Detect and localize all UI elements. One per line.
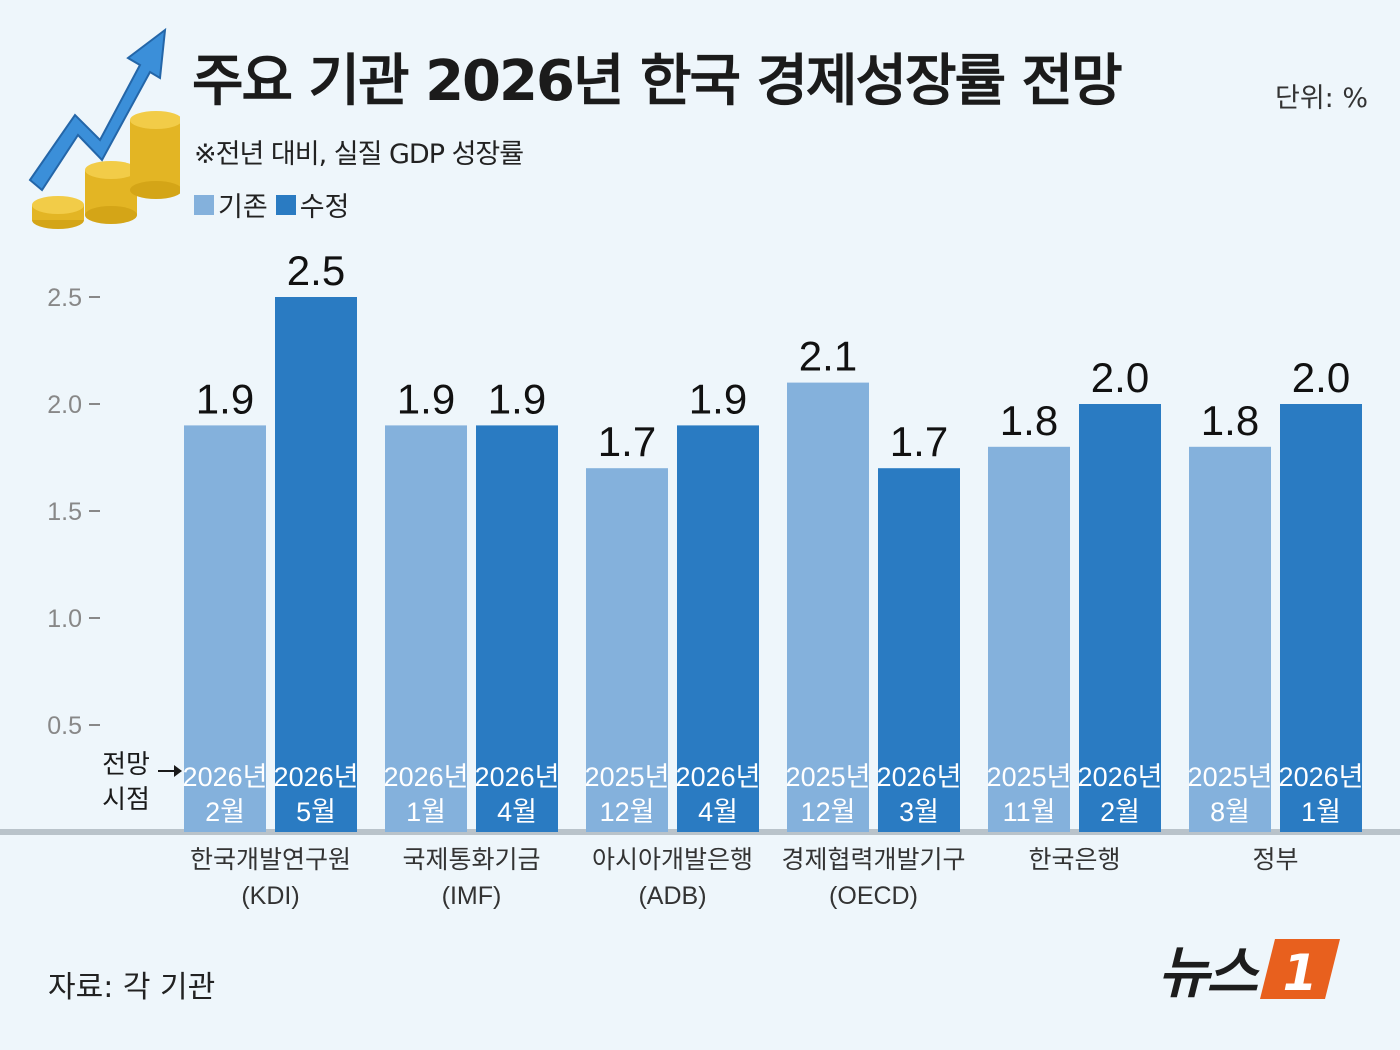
legend-item-existing: 기존 (194, 185, 268, 224)
bar-date-month: 4월 (698, 797, 738, 827)
legend: 기존 수정 (194, 185, 357, 224)
y-tick-label: 1.0 (47, 605, 82, 633)
data-label: 1.9 (689, 375, 747, 422)
news1-logo: 뉴스 1 (1158, 928, 1345, 1009)
bar-date-year: 2026년 (274, 762, 359, 792)
bar (677, 425, 759, 832)
bar-date-month: 2월 (205, 797, 245, 827)
bar (1280, 404, 1362, 832)
bar-date-month: 12월 (600, 797, 655, 827)
bar-date-month: 2월 (1100, 797, 1140, 827)
bar-date-month: 11월 (1003, 797, 1056, 827)
category-label: 한국은행 (1028, 846, 1120, 874)
bar-date-month: 3월 (899, 797, 939, 827)
category-label: 국제통화기금 (402, 846, 540, 874)
y-tick-label: 2.5 (47, 284, 82, 312)
category-label: 정부 (1252, 846, 1298, 874)
y-tick-label: 0.5 (47, 712, 82, 740)
bar (275, 297, 357, 832)
bar-date-month: 1월 (1301, 797, 1341, 827)
data-label: 1.9 (488, 375, 546, 422)
category-abbr: (IMF) (442, 882, 502, 910)
bar (476, 425, 558, 832)
data-label: 2.0 (1292, 354, 1350, 401)
point-arrow-head (174, 765, 182, 777)
y-tick-label: 1.5 (47, 498, 82, 526)
bar (385, 425, 467, 832)
bar-date-year: 2026년 (877, 762, 962, 792)
page-title: 주요 기관 2026년 한국 경제성장률 전망 (192, 49, 1123, 114)
unit-label: 단위: % (1274, 83, 1368, 114)
category-abbr: (OECD) (829, 882, 918, 910)
bar-date-year: 2026년 (183, 762, 268, 792)
bar-date-year: 2025년 (987, 762, 1072, 792)
point-label-line1: 전망 (102, 749, 150, 779)
bar (1079, 404, 1161, 832)
bar-date-year: 2026년 (384, 762, 469, 792)
data-label: 1.8 (1201, 397, 1259, 444)
bar (787, 382, 869, 832)
legend-label-revised: 수정 (299, 192, 350, 223)
bar (586, 468, 668, 832)
data-label: 1.7 (598, 418, 656, 465)
category-label: 한국개발연구원 (190, 846, 351, 874)
bar-date-month: 5월 (296, 797, 336, 827)
legend-swatch-revised (275, 194, 296, 215)
bar-date-year: 2026년 (1279, 762, 1364, 792)
bar (184, 425, 266, 832)
data-label: 1.9 (196, 375, 254, 422)
bar-date-month: 12월 (801, 797, 856, 827)
category-label: 아시아개발은행 (592, 846, 753, 874)
category-label: 경제협력개발기구 (781, 846, 965, 874)
source-note: 자료: 각 기관 (48, 970, 216, 1005)
bar (1189, 446, 1271, 832)
bar-date-year: 2025년 (585, 762, 670, 792)
svg-text:1: 1 (1283, 944, 1318, 1002)
point-label-line2: 시점 (102, 784, 150, 814)
bar-date-year: 2025년 (786, 762, 871, 792)
bar-date-month: 8월 (1210, 797, 1250, 827)
legend-label-existing: 기존 (218, 192, 268, 223)
logo-mark-icon: 1 (1260, 938, 1341, 1002)
legend-item-revised: 수정 (275, 185, 350, 224)
category-abbr: (KDI) (241, 882, 299, 910)
bar-date-year: 2025년 (1188, 762, 1273, 792)
bar (878, 468, 960, 832)
category-abbr: (ADB) (638, 882, 706, 910)
data-label: 2.5 (287, 247, 345, 294)
data-label: 2.1 (799, 333, 857, 380)
bar-date-year: 2026년 (1078, 762, 1163, 792)
bar-date-month: 1월 (406, 797, 446, 827)
y-tick-label: 2.0 (47, 391, 82, 419)
bar (988, 446, 1070, 832)
subtitle: ※전년 대비, 실질 GDP 성장률 (194, 139, 524, 170)
legend-swatch-existing (194, 194, 214, 215)
data-label: 1.7 (890, 418, 948, 465)
bar-date-year: 2026년 (475, 762, 560, 792)
bar-date-month: 4월 (497, 797, 537, 827)
data-label: 2.0 (1091, 354, 1149, 401)
growth-coins-icon (28, 27, 180, 229)
data-label: 1.9 (397, 375, 455, 422)
bar-date-year: 2026년 (676, 762, 761, 792)
logo-text: 뉴스 (1158, 941, 1258, 1006)
data-label: 1.8 (1000, 397, 1058, 444)
